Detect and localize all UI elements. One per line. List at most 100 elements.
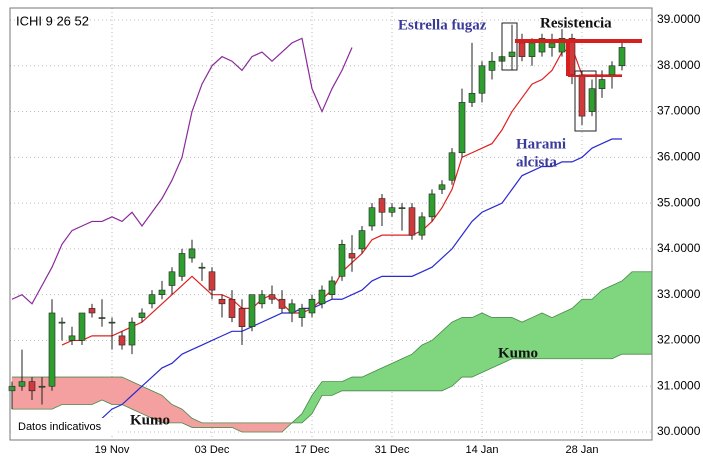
annotation: alcista: [516, 154, 557, 170]
cloud-fill: [71, 376, 83, 405]
candle-body: [348, 253, 356, 259]
cloud-fill: [451, 317, 463, 387]
cloud-fill: [611, 280, 623, 360]
candle-body: [8, 385, 16, 392]
y-tick-label: 39.0000: [657, 12, 701, 26]
y-tick-label: 31.0000: [657, 378, 701, 392]
candle-body: [588, 88, 596, 112]
cloud-fill: [601, 285, 613, 360]
candle-body: [408, 207, 416, 236]
annotation: Harami: [516, 136, 566, 152]
cloud-fill: [211, 422, 223, 428]
candle-body: [358, 230, 366, 250]
cloud-fill: [111, 376, 123, 405]
candle-body: [258, 294, 266, 305]
cloud-fill: [641, 271, 653, 355]
candle-body: [48, 312, 56, 387]
candle-body: [378, 198, 386, 213]
candle-body: [458, 102, 466, 154]
candle-body: [98, 317, 106, 319]
cloud-fill: [81, 376, 93, 405]
cloud-fill: [201, 422, 213, 428]
cloud-fill: [571, 298, 583, 360]
cloud-fill: [251, 422, 263, 433]
candle-body: [468, 92, 476, 103]
annotation: Kumo: [130, 412, 170, 428]
candle-body: [108, 321, 116, 324]
cloud-fill: [441, 321, 453, 392]
cloud-fill: [131, 381, 143, 415]
annotation: Kumo: [498, 345, 538, 361]
cloud-fill: [591, 289, 603, 360]
candle-body: [448, 152, 456, 181]
plot-frame: [9, 7, 653, 441]
candle-body: [78, 312, 86, 341]
y-tick-label: 38.0000: [657, 58, 701, 72]
cloud-fill: [221, 422, 233, 428]
candle-body: [68, 335, 76, 341]
candle-body: [188, 248, 196, 259]
disclaimer-box: [13, 418, 118, 436]
candle-body: [38, 385, 46, 388]
candle-body: [138, 312, 146, 318]
annotation: Resistencia: [540, 15, 612, 31]
candle-body: [618, 47, 626, 67]
plot: [8, 24, 653, 433]
cloud-fill: [481, 312, 493, 373]
candle-body: [388, 207, 396, 213]
candle-body: [318, 289, 326, 305]
indicator-line: [101, 138, 622, 419]
cloud-edge: [12, 353, 652, 424]
cloud-fill: [351, 376, 363, 392]
cloud-fill: [581, 298, 593, 360]
candle-body: [608, 65, 616, 76]
candle-body: [538, 38, 546, 53]
cloud-fill: [421, 340, 433, 392]
y-tick-label: 35.0000: [657, 195, 701, 209]
y-tick-label: 34.0000: [657, 241, 701, 255]
candle-body: [368, 207, 376, 227]
y-tick-label: 37.0000: [657, 104, 701, 118]
indicator-line: [11, 37, 353, 305]
cloud-fill: [631, 271, 643, 355]
candle-body: [488, 60, 496, 71]
candle-body: [118, 335, 126, 346]
x-tick-label: 14 Jan: [465, 444, 498, 456]
y-tick-label: 30.0000: [657, 424, 701, 438]
candle-body: [528, 42, 536, 57]
candle-body: [598, 79, 606, 89]
candle-body: [578, 74, 586, 117]
y-tick-label: 32.0000: [657, 333, 701, 347]
cloud-edge: [12, 271, 652, 433]
candle-body: [58, 321, 66, 324]
candle-body: [338, 244, 346, 277]
candle-body: [508, 51, 516, 57]
cloud-fill: [461, 317, 473, 378]
candle-body: [168, 271, 176, 286]
candle-body: [248, 294, 256, 328]
candle-body: [178, 253, 186, 277]
cloud-fill: [261, 422, 273, 433]
candle-body: [398, 207, 406, 209]
candle-body: [308, 298, 316, 314]
cloud-fill: [541, 312, 553, 360]
cloud-fill: [621, 271, 633, 355]
cloud-fill: [121, 376, 133, 410]
highlight-box: [574, 70, 597, 132]
candle-body: [228, 298, 236, 318]
candle-body: [238, 308, 246, 328]
annotation: Estrella fugaz: [398, 17, 487, 33]
candle-body: [128, 321, 136, 346]
candle-body: [278, 298, 286, 309]
candle-body: [328, 280, 336, 295]
cloud-fill: [321, 381, 333, 396]
x-tick-label: 17 Dec: [295, 444, 330, 456]
cloud-fill: [241, 422, 253, 433]
candle-body: [418, 216, 426, 236]
cloud-fill: [391, 358, 403, 392]
candle-body: [428, 193, 436, 218]
grid: [10, 8, 652, 440]
candle-body: [548, 42, 556, 48]
cloud-fill: [551, 312, 563, 360]
